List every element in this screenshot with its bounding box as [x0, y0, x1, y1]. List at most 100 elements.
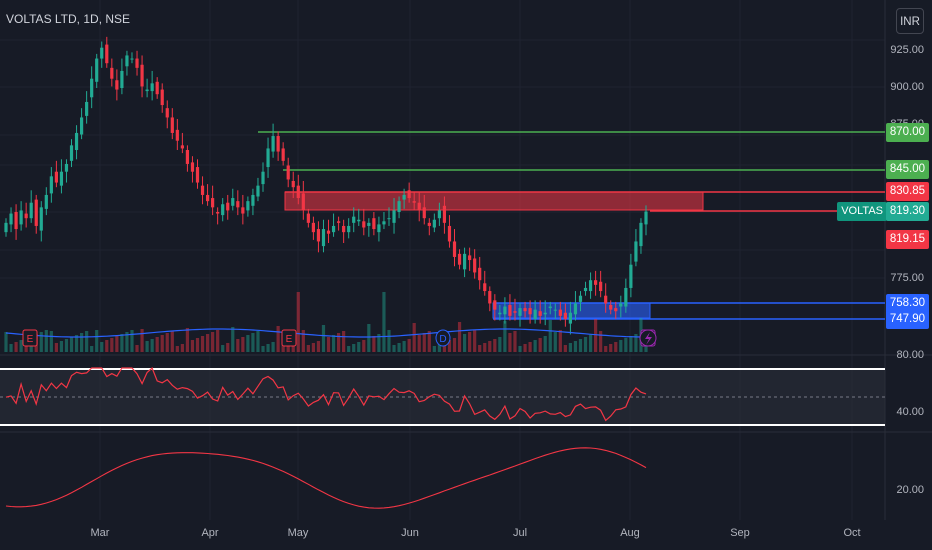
candle-body — [392, 210, 396, 223]
volume-bar — [306, 345, 310, 352]
volume-bar — [211, 332, 215, 352]
volume-bar — [427, 331, 431, 352]
volume-bar — [387, 330, 391, 352]
price-line-badge: 870.00 — [885, 123, 929, 142]
volume-bar — [352, 344, 356, 352]
candle-body — [311, 222, 316, 233]
price-tick-label: 775.00 — [890, 272, 924, 284]
volume-bar — [321, 325, 326, 352]
candle-body — [377, 224, 381, 233]
volume-bar — [594, 319, 598, 352]
candle-body — [457, 253, 462, 265]
price-line-badge: 747.90 — [885, 310, 929, 329]
volume-bar — [231, 327, 235, 352]
candle-body — [558, 309, 562, 316]
volume-bar — [49, 331, 53, 352]
event-marker-label: E — [286, 334, 293, 345]
volume-bar — [9, 344, 13, 352]
volume-bar — [377, 334, 381, 352]
candle-body — [488, 291, 492, 304]
volume-bar — [563, 345, 567, 352]
time-tick-label: Aug — [620, 527, 640, 539]
candle-body — [100, 47, 104, 59]
candle-body — [427, 222, 431, 226]
volume-bar — [296, 292, 300, 352]
candle-body — [286, 165, 290, 180]
resistance-zone — [284, 191, 704, 211]
volume-bar — [135, 345, 139, 352]
candle-body — [216, 212, 220, 214]
volume-bar — [447, 340, 452, 352]
volume-bar — [483, 343, 487, 352]
volume-bar — [357, 342, 361, 352]
time-tick-label: Jun — [401, 527, 419, 539]
lightning-icon-glyph — [645, 332, 652, 345]
candle-body — [609, 305, 613, 310]
volume-bar — [190, 340, 195, 352]
candle-body — [170, 117, 174, 133]
volume-bar — [14, 342, 18, 352]
volume-bar — [39, 332, 43, 352]
candle-body — [644, 211, 648, 225]
candle-body — [604, 295, 608, 304]
volume-bar — [513, 331, 517, 352]
candle-body — [246, 201, 250, 211]
volume-bar — [69, 337, 74, 352]
candle-body — [583, 287, 588, 292]
volume-bar — [64, 339, 69, 352]
price-line-badge: 845.00 — [885, 160, 929, 179]
volume-bar — [165, 333, 169, 352]
volume-bar — [402, 341, 406, 352]
candle-body — [619, 303, 623, 307]
candle-body — [352, 216, 356, 223]
candle-body — [578, 295, 583, 302]
candle-body — [563, 312, 567, 319]
volume-bar — [538, 338, 542, 352]
volume-bar — [442, 342, 447, 352]
volume-ma-line — [5, 328, 646, 338]
candle-body — [357, 219, 361, 222]
lower-tick-label: 20.00 — [896, 484, 924, 496]
volume-bar — [236, 339, 240, 352]
volume-bar — [478, 345, 482, 352]
candle-body — [266, 148, 270, 168]
candle-body — [306, 213, 310, 223]
volume-bar — [276, 326, 280, 352]
volume-bar — [528, 342, 532, 352]
candle-body — [326, 230, 331, 234]
volume-bar — [145, 341, 149, 352]
volume-bar — [115, 336, 119, 352]
candle-body — [533, 309, 537, 319]
currency-button[interactable]: INR — [896, 8, 924, 34]
candle-body — [462, 253, 467, 270]
candle-body — [14, 212, 18, 230]
volume-bar — [578, 339, 583, 352]
event-marker: E — [22, 329, 38, 347]
volume-bar — [155, 337, 159, 352]
candle-body — [211, 198, 215, 208]
candle-body — [54, 171, 58, 183]
candle-body — [624, 287, 628, 307]
candle-body — [44, 194, 48, 209]
volume-bar — [624, 338, 628, 352]
volume-bar — [462, 334, 467, 352]
oscillator-band — [0, 369, 885, 425]
event-marker-box — [22, 329, 38, 347]
time-tick-label: Apr — [201, 527, 219, 539]
volume-bar — [331, 335, 336, 352]
candle-body — [301, 193, 305, 211]
candle-body — [432, 219, 436, 228]
volume-bar — [4, 332, 8, 352]
candle-body — [553, 309, 557, 311]
volume-bar — [422, 333, 426, 352]
volume-bar — [498, 337, 502, 352]
volume-bar — [311, 343, 316, 352]
candle-body — [115, 80, 119, 90]
volume-bar — [347, 346, 351, 352]
candle-body — [367, 222, 371, 226]
volume-bar — [226, 343, 230, 352]
volume-bar — [412, 323, 416, 352]
volume-bar — [185, 328, 190, 352]
candle-body — [34, 199, 38, 226]
